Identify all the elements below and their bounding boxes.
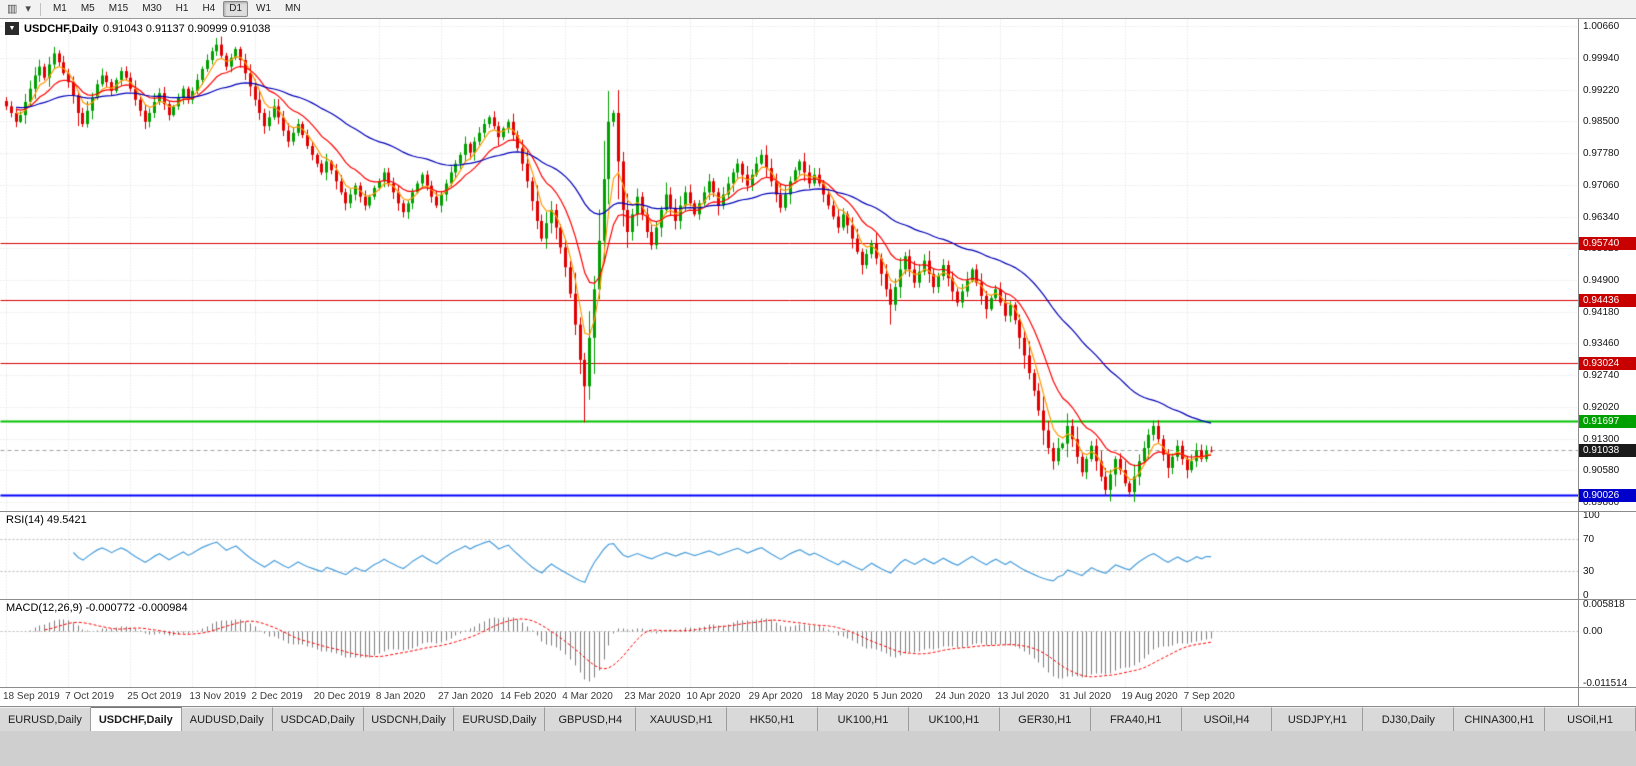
- window-bottom-strip: [0, 731, 1636, 766]
- timeframe-button-m1[interactable]: M1: [52, 3, 67, 14]
- chart-tab-china300-h1[interactable]: CHINA300,H1: [1454, 707, 1546, 731]
- price-tick-label: 0.92020: [1583, 401, 1620, 413]
- timeframe-button-group: M1 M5 M15 M30 H1 H4 D1 W1 MN: [47, 1, 307, 17]
- date-label: 29 Apr 2020: [748, 691, 803, 702]
- timeframe-button-w1[interactable]: W1: [256, 3, 272, 14]
- chart-title: ▼ USDCHF,Daily 0.91043 0.91137 0.90999 0…: [5, 22, 270, 35]
- date-label: 31 Jul 2020: [1059, 691, 1112, 702]
- price-tick-label: 0.97060: [1583, 179, 1620, 191]
- date-label: 10 Apr 2020: [686, 691, 741, 702]
- date-label: 23 Mar 2020: [624, 691, 681, 702]
- timeframe-button-m15[interactable]: M15: [108, 3, 129, 14]
- timeframe-button-m5[interactable]: M5: [80, 3, 95, 14]
- chart-tab-audusd-daily[interactable]: AUDUSD,Daily: [181, 707, 273, 731]
- price-tick-label: 0.89860: [1583, 497, 1620, 509]
- price-tick-label: 0.94180: [1583, 306, 1620, 318]
- date-label: 18 May 2020: [810, 691, 869, 702]
- chart-tab-usoil-h4[interactable]: USOil,H4: [1181, 707, 1273, 731]
- chart-tab-eurusd-daily[interactable]: EURUSD,Daily: [454, 707, 546, 731]
- price-tick-label: 0.94900: [1583, 274, 1620, 286]
- rsi-indicator-label: RSI(14) 49.5421: [6, 514, 87, 526]
- price-level-tag: 0.93024: [1579, 356, 1636, 370]
- date-label: 24 Jun 2020: [935, 691, 991, 702]
- timeframe-button-h4[interactable]: H4: [202, 3, 216, 14]
- price-tick-label: 0.91300: [1583, 433, 1620, 445]
- panel-separator: [0, 687, 1636, 688]
- date-label: 13 Jul 2020: [997, 691, 1049, 702]
- price-tick-label: 0.99220: [1583, 84, 1620, 96]
- chart-tab-usoil-h1[interactable]: USOil,H1: [1545, 707, 1636, 731]
- timeframe-button-mn[interactable]: MN: [285, 3, 301, 14]
- date-label: 7 Oct 2019: [65, 691, 115, 702]
- chart-tab-usdcnh-daily[interactable]: USDCNH,Daily: [363, 707, 455, 731]
- date-label: 18 Sep 2019: [3, 691, 60, 702]
- timeframe-button-h1[interactable]: H1: [175, 3, 189, 14]
- time-axis[interactable]: 18 Sep 2019 7 Oct 2019 25 Oct 2019 13 Nov 2…: [0, 687, 1578, 706]
- rsi-tick-label: 30: [1583, 566, 1595, 577]
- chart-tabs-bar: EURUSD,Daily USDCHF,Daily AUDUSD,Daily USDC…: [0, 706, 1636, 731]
- chart-window: ▼ USDCHF,Daily 0.91043 0.91137 0.90999 0…: [0, 19, 1636, 706]
- price-tick-label: 0.97780: [1583, 148, 1620, 160]
- timeframe-button-d1[interactable]: D1: [223, 1, 249, 17]
- toolbar-separator: [39, 2, 41, 16]
- date-label: 13 Nov 2019: [189, 691, 247, 702]
- chart-tab-uk100-h1[interactable]: UK100,H1: [818, 707, 909, 731]
- date-label: 7 Sep 2020: [1183, 691, 1235, 702]
- price-level-tag: 0.95740: [1579, 236, 1636, 250]
- top-toolbar: ▥ ▾ M1 M5 M15 M30 H1 H4 D1 W1 MN: [0, 0, 1636, 19]
- chart-tab-xauusd-h1[interactable]: XAUUSD,H1: [636, 707, 728, 731]
- date-label: 4 Mar 2020: [562, 691, 613, 702]
- price-level-tag: 0.90026: [1579, 488, 1636, 502]
- price-tick-label: 1.00660: [1583, 21, 1620, 33]
- date-label: 14 Feb 2020: [500, 691, 557, 702]
- macd-indicator-label: MACD(12,26,9) -0.000772 -0.000984: [6, 602, 188, 614]
- current-price-tag: 0.91038: [1579, 444, 1636, 458]
- date-label: 20 Dec 2019: [313, 691, 371, 702]
- chart-tab-eurusd-daily[interactable]: EURUSD,Daily: [0, 707, 91, 731]
- price-tick-label: 0.98500: [1583, 116, 1620, 128]
- dropdown-arrow-icon[interactable]: ▾: [25, 2, 31, 15]
- chart-tool-icon[interactable]: ▥: [7, 2, 18, 15]
- rsi-tick-label: 0: [1583, 590, 1589, 601]
- chart-tab-usdjpy-h1[interactable]: USDJPY,H1: [1272, 707, 1364, 731]
- chart-ohlc-values: 0.91043 0.91137 0.90999 0.91038: [102, 22, 271, 35]
- date-label: 25 Oct 2019: [127, 691, 182, 702]
- chart-tab-gbpusd-h4[interactable]: GBPUSD,H4: [545, 707, 637, 731]
- timeframe-button-m30[interactable]: M30: [142, 3, 162, 14]
- price-tick-label: 0.96340: [1583, 211, 1620, 223]
- price-level-tag: 0.91697: [1579, 415, 1636, 429]
- price-tick-label: 0.99940: [1583, 52, 1620, 64]
- price-axis[interactable]: 1.00660 0.99940 0.99220 0.98500 0.97780 0.970…: [1578, 19, 1636, 706]
- date-label: 27 Jan 2020: [437, 691, 494, 702]
- chart-tab-ger30-h1[interactable]: GER30,H1: [999, 707, 1091, 731]
- chart-tab-hk50-h1[interactable]: HK50,H1: [727, 707, 819, 731]
- date-label: 8 Jan 2020: [375, 691, 426, 702]
- rsi-tick-label: 100: [1583, 510, 1600, 521]
- price-level-tag: 0.94436: [1579, 294, 1636, 308]
- price-tick-label: 0.90580: [1583, 465, 1620, 477]
- chart-tab-dj30-daily[interactable]: DJ30,Daily: [1363, 707, 1455, 731]
- chart-tab-usdchf-daily[interactable]: USDCHF,Daily: [90, 707, 182, 731]
- panel-separator[interactable]: [0, 511, 1636, 512]
- chart-tab-usdcad-daily[interactable]: USDCAD,Daily: [272, 707, 364, 731]
- chart-tab-fra40-h1[interactable]: FRA40,H1: [1090, 707, 1182, 731]
- date-label: 19 Aug 2020: [1121, 691, 1178, 702]
- symbol-menu-button[interactable]: ▼: [5, 22, 19, 35]
- chart-symbol-label: USDCHF,Daily: [24, 22, 98, 35]
- macd-tick-label: -0.011514: [1583, 677, 1628, 689]
- date-label: 5 Jun 2020: [872, 691, 923, 702]
- panel-separator[interactable]: [0, 599, 1636, 600]
- chart-tab-uk100-h1[interactable]: UK100,H1: [908, 707, 1000, 731]
- date-label: 2 Dec 2019: [251, 691, 303, 702]
- price-tick-label: 0.93460: [1583, 338, 1620, 350]
- price-tick-label: 0.92740: [1583, 370, 1620, 382]
- macd-tick-label: 0.005818: [1583, 599, 1625, 611]
- macd-tick-label: 0.00: [1583, 625, 1603, 637]
- rsi-tick-label: 70: [1583, 534, 1595, 545]
- price-chart-canvas[interactable]: [0, 19, 1578, 687]
